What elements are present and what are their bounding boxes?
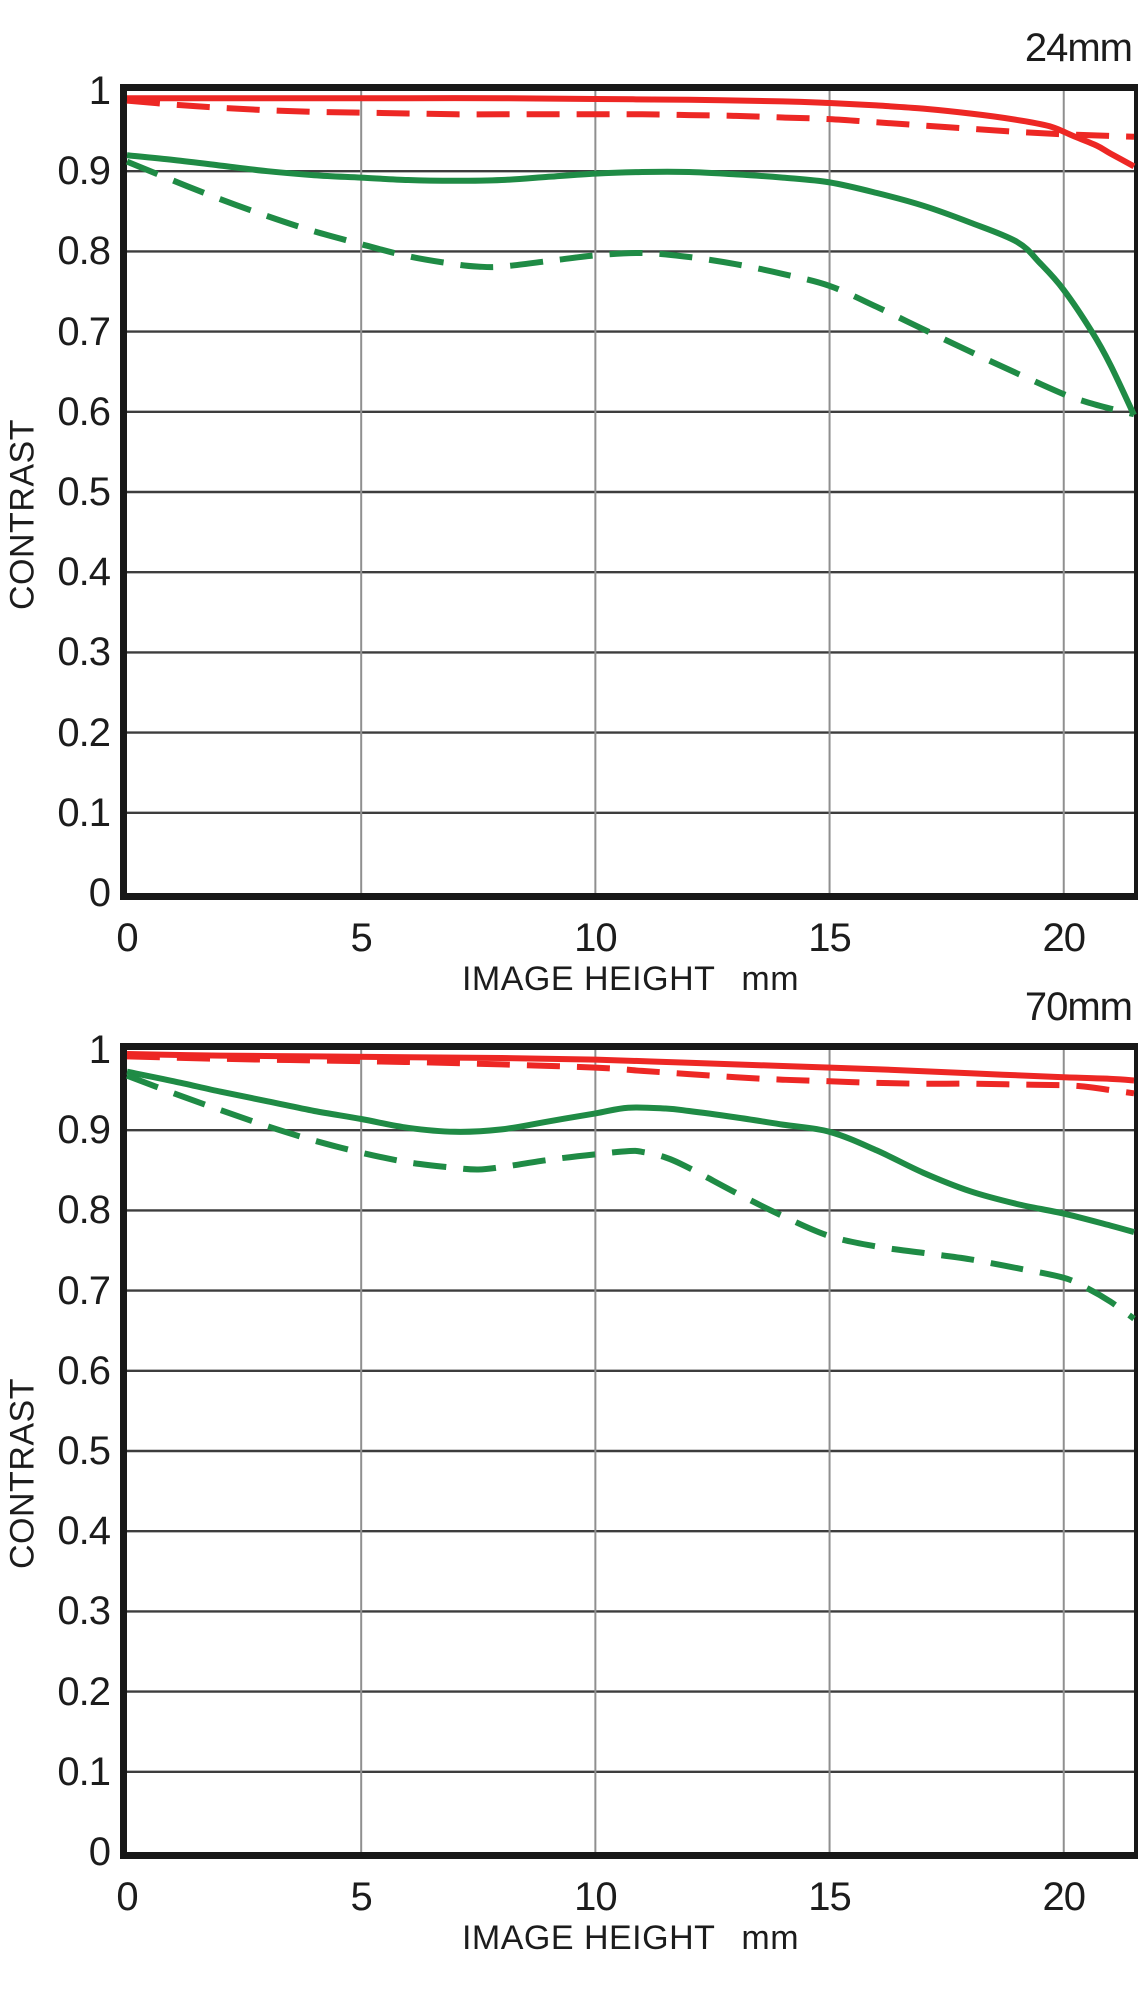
focal-length-label: 70mm — [1024, 985, 1133, 1029]
mtf-curve-red-solid — [126, 1051, 1135, 1084]
x-axis-label: IMAGE HEIGHT mm — [127, 1919, 1134, 1958]
y-tick-label: 0 — [88, 1830, 111, 1874]
x-tick-label: 15 — [808, 916, 852, 960]
mtf-curve-red-solid — [127, 95, 1136, 170]
x-axis-unit: mm — [741, 1919, 800, 1957]
y-tick-label: 0.6 — [57, 1348, 111, 1393]
y-tick-label: 0.4 — [57, 1509, 111, 1554]
mtf-curve-red-dashed — [126, 97, 1135, 140]
x-tick-label: 20 — [1042, 1875, 1086, 1919]
y-tick-label: 0.2 — [57, 710, 111, 755]
mtf-curve-green-solid — [126, 1068, 1135, 1235]
mtf-chart-70mm: 70mm CONTRAST 1 0.9 0.8 0.7 0.6 0.5 0.4 0.3 0.2 0… — [0, 959, 1138, 1959]
x-tick-label: 0 — [116, 916, 138, 960]
y-tick-label: 0.5 — [57, 470, 111, 514]
x-tick-label: 0 — [116, 1875, 138, 1919]
y-tick-label: 0.9 — [57, 1108, 111, 1153]
mtf-curve-green-dashed — [125, 158, 1135, 418]
y-tick-label: 0.8 — [57, 229, 111, 274]
y-tick-label: 0.6 — [57, 389, 111, 434]
y-tick-label: 0.7 — [57, 309, 111, 354]
y-tick-label: 0.1 — [57, 790, 111, 835]
plot-area — [120, 1043, 1138, 1859]
focal-length-label: 24mm — [1024, 26, 1133, 70]
y-tick-label: 0.3 — [57, 630, 111, 675]
mtf-curve-green-solid — [126, 152, 1137, 417]
y-tick-label: 0.9 — [57, 149, 111, 194]
x-tick-label: 15 — [808, 1875, 852, 1919]
y-tick-label: 0.5 — [57, 1429, 111, 1473]
x-axis-label: IMAGE HEIGHT mm — [127, 960, 1134, 999]
y-tick-label: 0.2 — [57, 1669, 111, 1714]
y-tick-label: 0 — [88, 871, 111, 915]
x-tick-label: 20 — [1042, 916, 1086, 960]
mtf-curve-red-dashed — [126, 1053, 1135, 1097]
x-tick-label: 10 — [574, 916, 618, 960]
x-tick-label: 5 — [350, 916, 373, 960]
plot-area — [120, 84, 1138, 900]
x-axis-label-text: IMAGE HEIGHT — [461, 960, 716, 998]
mtf-curve-green-dashed — [125, 1072, 1136, 1322]
mtf-chart-24mm: 24mm CONTRAST 1 0.9 0.8 0.7 0.6 0.5 0.4 0.3 0.2 0… — [4, 26, 1138, 999]
x-axis-unit: mm — [741, 960, 800, 998]
mtf-curves-svg — [125, 1050, 1136, 1852]
y-tick-label: 1 — [88, 69, 111, 113]
y-tick-label: 0.1 — [57, 1749, 111, 1794]
y-tick-label: 0.3 — [57, 1589, 111, 1634]
y-tick-label: 1 — [88, 1028, 111, 1072]
y-tick-label: 0.8 — [57, 1188, 111, 1233]
mtf-curves-svg — [125, 91, 1137, 893]
y-tick-label: 0.4 — [57, 550, 111, 595]
x-axis-label-text: IMAGE HEIGHT — [461, 1919, 716, 1957]
x-tick-label: 10 — [574, 1875, 618, 1919]
x-tick-label: 5 — [350, 1875, 373, 1919]
y-tick-label: 0.7 — [57, 1268, 111, 1313]
